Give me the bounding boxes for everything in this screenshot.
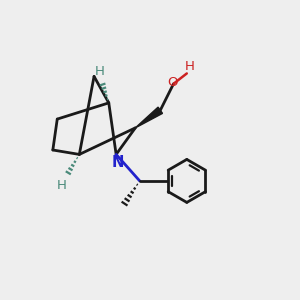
Text: O: O: [167, 76, 177, 89]
Text: H: H: [57, 179, 67, 192]
Text: N: N: [111, 155, 124, 170]
Text: H: H: [95, 65, 105, 79]
Text: H: H: [185, 61, 195, 74]
Polygon shape: [135, 107, 163, 128]
